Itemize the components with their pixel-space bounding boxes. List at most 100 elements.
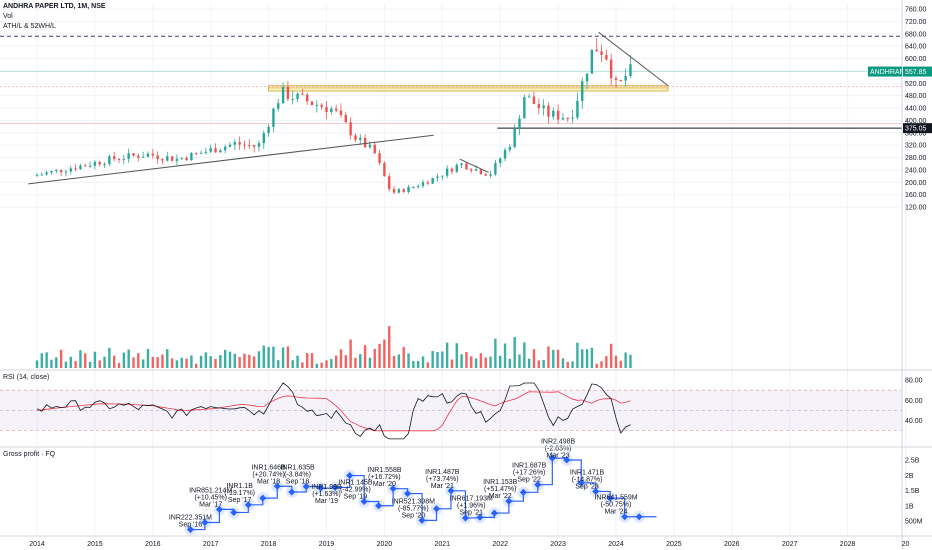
volume-bar — [59, 349, 63, 368]
volume-bar — [185, 358, 188, 368]
candle-body — [474, 169, 478, 171]
volume-bar — [402, 347, 405, 368]
symbol-legend[interactable]: ANDHRA PAPER LTD, 1M, NSE — [3, 3, 106, 10]
candle-body — [93, 161, 97, 166]
time-tick-label: 2015 — [87, 541, 103, 548]
volume-bar — [368, 357, 372, 368]
candle-body — [69, 168, 72, 172]
candle-body — [566, 118, 569, 120]
candle-body — [349, 122, 352, 136]
volume-bar — [50, 359, 53, 368]
volume-bar — [151, 356, 154, 368]
volume-bar — [146, 348, 150, 368]
candle-body — [556, 110, 560, 120]
volume-bar — [523, 342, 526, 368]
volume-bar — [455, 343, 458, 368]
support-price-badge-text: 375.05 — [905, 126, 927, 133]
candle-body — [373, 144, 376, 154]
volume-bar — [426, 362, 430, 368]
rsi-legend[interactable]: RSI (14, close) — [3, 374, 50, 381]
candle-body — [465, 163, 468, 170]
price-tick-label: 720.00 — [905, 19, 927, 26]
candle-body — [88, 165, 92, 167]
gross-profit-marker — [447, 487, 455, 495]
candle-body — [518, 118, 521, 129]
candle-body — [494, 162, 497, 175]
candle-body — [484, 174, 487, 176]
gross-profit-label: Sep '19 — [344, 493, 368, 500]
volume-bar — [315, 363, 319, 368]
trendline — [28, 134, 434, 185]
trendline — [459, 158, 489, 173]
candle-body — [412, 186, 415, 188]
candle-body — [195, 152, 198, 154]
volume-bar — [296, 355, 299, 368]
volume-bar — [600, 361, 603, 368]
time-tick-label: 2020 — [377, 541, 393, 548]
volume-bar — [93, 351, 97, 368]
volume-bar — [223, 349, 227, 368]
gross-profit-marker — [375, 502, 383, 510]
volume-bar — [518, 354, 521, 368]
symbol-badge — [868, 66, 902, 77]
gross-profit-marker — [201, 518, 209, 527]
candle-body — [600, 51, 603, 56]
candle-body — [614, 78, 618, 80]
candle-body — [629, 64, 632, 76]
volume-bar — [161, 354, 164, 368]
candle-body — [233, 142, 237, 145]
gross-profit-label: Sep '21 — [459, 509, 483, 516]
candle-body — [291, 99, 294, 101]
gross-profit-marker — [360, 497, 368, 506]
time-tick-label: 2025 — [666, 541, 682, 548]
volume-bar — [489, 356, 492, 368]
volume-bar — [214, 358, 217, 368]
volume-legend[interactable]: Vol — [3, 13, 13, 20]
candle-body — [137, 155, 140, 158]
gross-profit-label: INR1.153B — [483, 479, 518, 486]
gross-profit-label: INR1.99B — [311, 484, 342, 491]
time-tick-label: 2016 — [145, 541, 161, 548]
volume-bar — [175, 360, 179, 368]
candle-body — [330, 108, 333, 113]
candle-body — [151, 153, 154, 156]
volume-bar — [122, 352, 126, 368]
candle-body — [503, 149, 507, 159]
candle-body — [108, 156, 111, 165]
price-tick-label: 440.00 — [905, 106, 927, 113]
volume-bar — [277, 360, 280, 368]
volume-bar — [532, 349, 536, 368]
gross-profit-label: INR1.558B — [367, 467, 402, 474]
gross-profit-marker — [317, 484, 325, 492]
volume-bar — [537, 360, 540, 368]
price-tick-label: 760.00 — [905, 7, 927, 14]
gross-profit-label: INR641.559M — [594, 495, 637, 502]
gross-profit-label: (-42.99%) — [340, 486, 371, 493]
volume-bar — [581, 349, 584, 368]
volume-bar — [445, 342, 449, 368]
candle-body — [286, 86, 290, 100]
price-tick-label: 280.00 — [905, 155, 927, 162]
current-price-badge — [903, 66, 932, 77]
volume-bar — [267, 346, 270, 368]
volume-bar — [141, 359, 145, 368]
price-tick-label: 200.00 — [905, 180, 927, 187]
volume-bar — [286, 346, 290, 368]
gross-profit-marker — [505, 497, 513, 505]
candle-body — [542, 105, 545, 109]
candle-body — [527, 96, 531, 98]
gross-profit-legend[interactable]: Gross profit · FQ — [3, 451, 56, 458]
candle-body — [228, 144, 232, 147]
candle-body — [199, 152, 203, 154]
volume-bar — [609, 343, 613, 368]
candle-body — [252, 145, 256, 147]
candle-body — [344, 115, 347, 123]
indicator-legend[interactable]: ATH/L & 52WH/L — [3, 23, 56, 30]
volume-bar — [460, 354, 463, 368]
gross-profit-label: INR1.145B — [338, 479, 373, 486]
candle-body — [185, 157, 188, 160]
volume-bar — [614, 355, 618, 368]
volume-bar — [209, 356, 212, 368]
